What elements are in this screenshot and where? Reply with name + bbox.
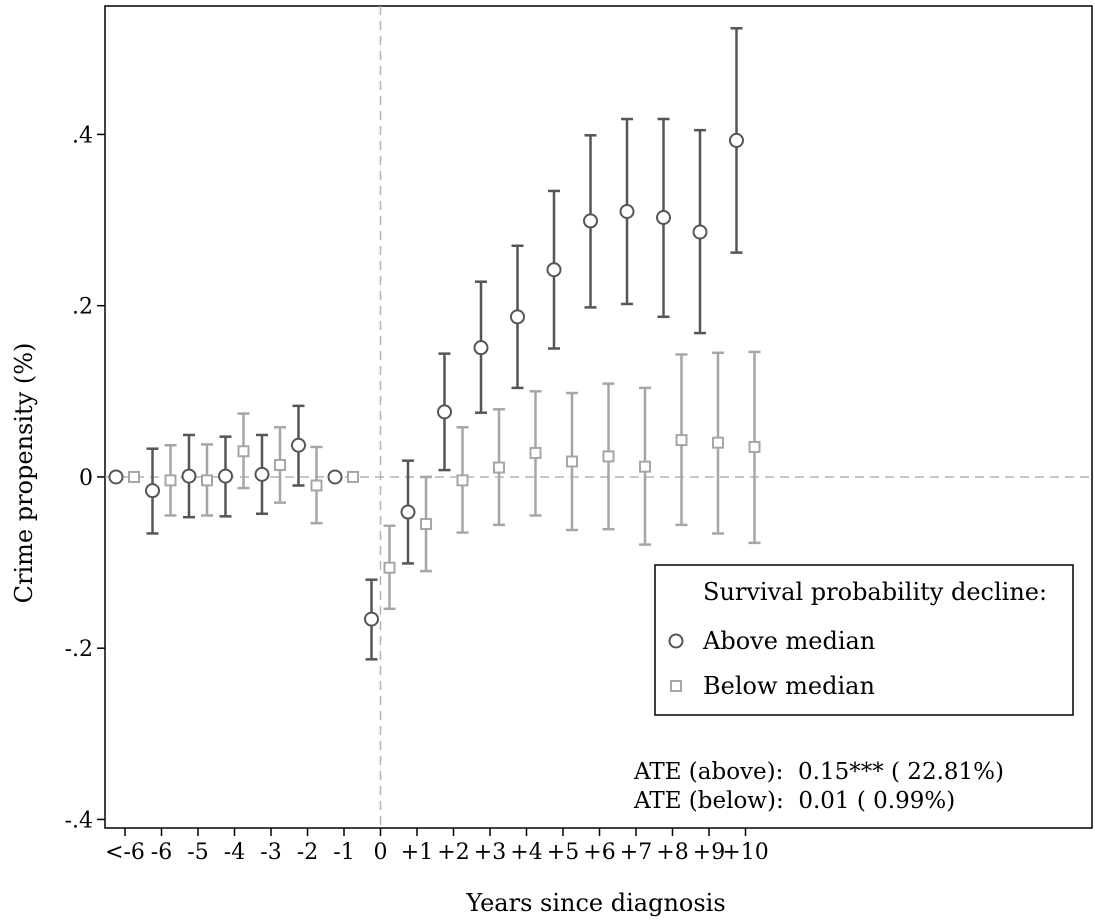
data-point <box>639 460 651 473</box>
y-tick-label: .4 <box>72 123 93 148</box>
data-point <box>619 204 635 219</box>
x-tick-label: +9 <box>693 840 725 865</box>
data-point <box>510 309 525 325</box>
y-tick-label: -.2 <box>65 637 93 662</box>
x-tick-label: +2 <box>437 840 469 865</box>
y-tick-label: .2 <box>72 295 93 320</box>
data-point <box>327 469 343 485</box>
x-tick-label: 0 <box>374 840 388 865</box>
x-tick-label: +3 <box>474 840 506 865</box>
x-tick-label: -5 <box>187 840 208 865</box>
x-tick-label: -4 <box>224 840 245 865</box>
data-point <box>128 470 140 483</box>
data-point <box>108 469 124 485</box>
data-point <box>145 483 160 499</box>
legend-label-below: Below median <box>703 672 875 700</box>
x-tick-label: +6 <box>583 840 615 865</box>
y-tick-label: 0 <box>79 466 93 491</box>
data-point <box>546 262 562 278</box>
data-point <box>437 404 452 420</box>
x-tick-label: -3 <box>260 840 281 865</box>
legend-marker-above <box>668 633 684 649</box>
data-point <box>748 440 761 453</box>
x-tick-label: <-6 <box>105 840 145 865</box>
data-point <box>400 504 416 520</box>
legend-box <box>654 564 1074 716</box>
legend-marker-below <box>670 680 682 692</box>
x-tick-label: -1 <box>333 840 354 865</box>
plot-border <box>104 5 1093 829</box>
legend-title: Survival probability decline: <box>703 578 1047 606</box>
x-tick-label: +1 <box>401 840 433 865</box>
x-tick-label: -2 <box>297 840 318 865</box>
x-tick-label: -6 <box>151 840 172 865</box>
x-tick-label: +5 <box>547 840 579 865</box>
ate-below-annotation: ATE (below): 0.01 ( 0.99%) <box>633 788 955 814</box>
data-point <box>493 461 505 474</box>
reference-lines <box>105 6 1092 828</box>
data-point <box>692 224 708 240</box>
data-point <box>656 209 671 225</box>
x-axis: <-6 -6 -5 -4 -3 -2 -1 0 +1 +2 +3 +4 +5 +6 +7 +8 +9+10 <box>105 828 769 865</box>
legend: Survival probability decline: Above medi… <box>654 564 1074 716</box>
data-point <box>237 445 250 458</box>
data-point <box>729 132 744 148</box>
data-point <box>456 474 469 487</box>
data-point <box>566 455 578 468</box>
data-point <box>383 561 396 574</box>
x-tick-label: +8 <box>656 840 688 865</box>
data-point <box>712 436 724 449</box>
plot-frame <box>104 5 1093 829</box>
data-point <box>602 450 615 463</box>
data-point <box>420 518 432 531</box>
data-point <box>274 458 286 471</box>
y-axis-title: Crime propensity (%) <box>10 343 38 604</box>
series-above-median <box>108 27 744 661</box>
data-point <box>364 611 379 627</box>
data-point <box>473 340 489 356</box>
y-axis: -.4 -.2 0 .2 .4 <box>65 123 105 833</box>
series-below-median <box>128 350 761 611</box>
data-point <box>310 479 323 492</box>
ate-above-annotation: ATE (above): 0.15*** ( 22.81%) <box>633 759 1004 785</box>
data-point <box>218 468 233 484</box>
y-tick-label: -.4 <box>65 808 93 833</box>
x-tick-label: +10 <box>722 840 768 865</box>
data-point <box>291 437 306 453</box>
data-point <box>181 468 197 484</box>
x-tick-label: +4 <box>510 840 542 865</box>
data-point <box>583 213 598 229</box>
data-point <box>529 446 542 459</box>
data-point <box>164 474 177 487</box>
data-point <box>201 474 213 487</box>
series-layer <box>108 27 761 661</box>
data-point <box>675 434 688 447</box>
data-point <box>347 470 359 483</box>
data-point <box>254 466 270 482</box>
x-tick-label: +7 <box>620 840 652 865</box>
legend-label-above: Above median <box>702 627 875 655</box>
x-axis-title: Years since diagnosis <box>465 889 725 917</box>
